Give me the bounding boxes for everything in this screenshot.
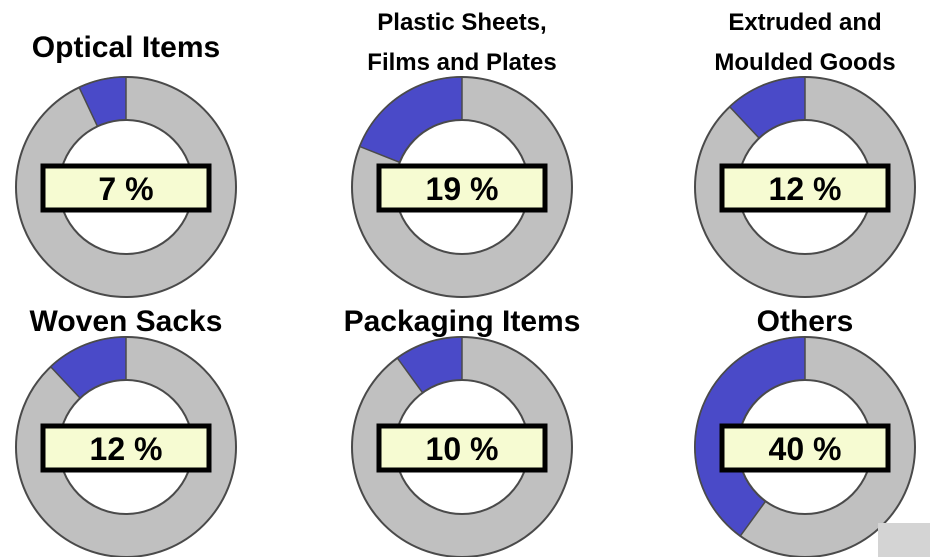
chart-title-line: Moulded Goods [714,49,895,76]
donut-chart-1: Optical Items 7 % [15,31,237,298]
value-label: 7 % [98,171,153,207]
chart-title-line: Woven Sacks [30,305,223,338]
chart-title-line: Optical Items [32,31,220,64]
chart-title-line: Others [757,305,854,338]
donut-chart-5: Packaging Items 10 % [344,305,581,557]
donut-chart-6: Others 40 % [694,305,916,557]
donut-chart-2: Plastic Sheets, Films and Plates 19 % [351,9,573,298]
chart-title-line: Extruded and [728,9,881,36]
value-label: 10 % [426,431,499,467]
value-label-box [376,423,548,473]
donut-chart-4: Woven Sacks 12 % [15,305,237,557]
corner-shape [878,523,930,557]
value-label: 12 % [769,171,842,207]
value-label: 19 % [426,171,499,207]
value-label: 12 % [90,431,163,467]
chart-title-line: Packaging Items [344,305,581,338]
value-label-box [719,163,891,213]
value-label-box [376,163,548,213]
value-label-box [719,423,891,473]
value-label: 40 % [769,431,842,467]
value-label-box [40,163,212,213]
chart-title-line: Plastic Sheets, [377,9,546,36]
donut-chart-3: Extruded and Moulded Goods 12 % [694,9,916,298]
value-label-box [40,423,212,473]
chart-title-line: Films and Plates [367,49,556,76]
